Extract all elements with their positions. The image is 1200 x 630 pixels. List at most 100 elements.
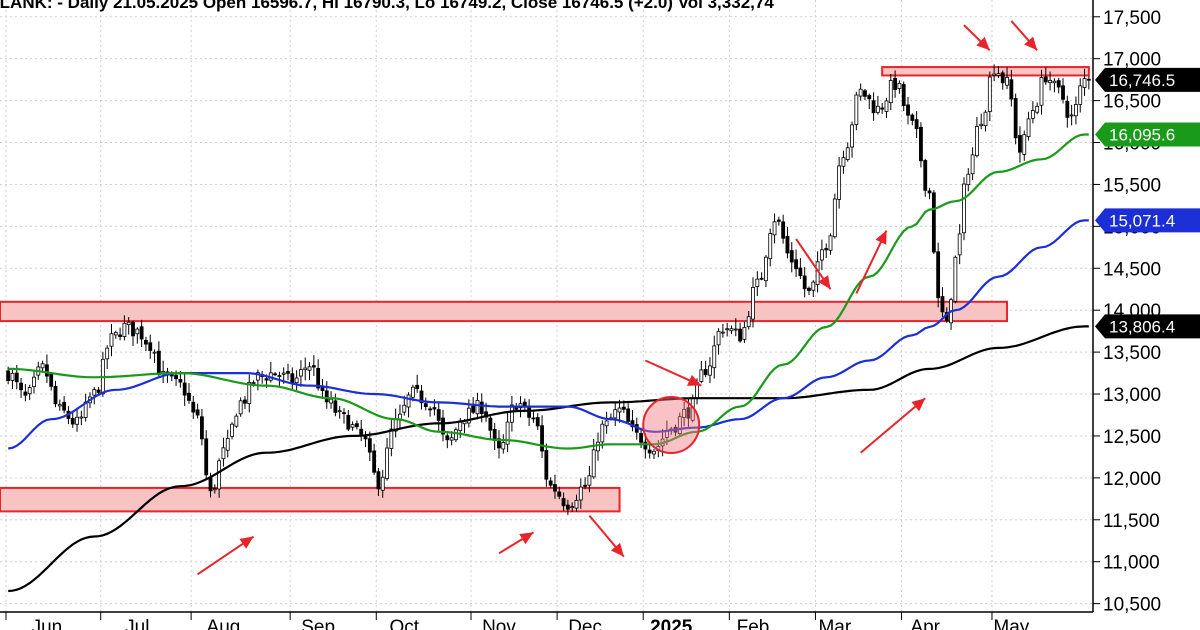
candle-body [449, 437, 454, 441]
candle-body [445, 435, 450, 441]
candle-body [436, 409, 441, 421]
x-tick-label: Nov [482, 617, 516, 630]
candle-body [488, 417, 493, 431]
candle-body [923, 160, 928, 191]
candle-body [1074, 104, 1078, 117]
candle-body [350, 424, 355, 428]
candle-body [979, 123, 984, 127]
candle-body [234, 415, 239, 427]
candle-body [217, 460, 222, 490]
candle-body [686, 407, 691, 419]
candle-body [776, 219, 781, 222]
candle-body [522, 401, 527, 406]
candle-body [354, 423, 359, 428]
candle-body [540, 425, 544, 452]
candle-body [1039, 77, 1044, 106]
arrow [795, 238, 832, 290]
arrow-head [818, 275, 831, 290]
candle-body [1061, 85, 1065, 100]
candle-body [931, 192, 936, 253]
y-tick-label: 12,500 [1103, 427, 1161, 448]
arrow-head [519, 532, 534, 545]
candle-body [738, 328, 743, 342]
candle-body [621, 406, 626, 410]
candle-body [191, 401, 196, 413]
candle-body [458, 421, 463, 431]
arrow-head [976, 36, 990, 51]
zone [0, 486, 621, 513]
candle-body [906, 104, 910, 116]
support-resistance-zones [0, 66, 1090, 513]
price-label-ma_medium: 15,071.4 [1095, 208, 1200, 233]
candle-body [789, 250, 794, 263]
candle-body [729, 328, 734, 332]
candle-body [27, 387, 32, 395]
candle-body [286, 371, 290, 374]
arrow-head [610, 542, 624, 557]
candle-body [871, 100, 876, 114]
x-tick-label: Dec [568, 617, 602, 630]
candle-body [880, 107, 885, 110]
candle-body [311, 365, 316, 368]
candle-body [768, 233, 773, 260]
candle-body [910, 114, 915, 121]
candle-body [764, 256, 768, 282]
x-tick-label: May [993, 617, 1029, 630]
candle-body [591, 449, 596, 478]
candle-body [802, 275, 807, 290]
candle-body [600, 423, 605, 443]
candle-body [156, 350, 161, 375]
chart-header: NYS LANK: - Daily 21.05.2025 Open 16596.… [0, 0, 774, 12]
candle-body [255, 372, 260, 381]
candle-body [199, 416, 204, 440]
candle-body [92, 389, 97, 396]
candle-body [1018, 135, 1022, 153]
candle-body [953, 256, 958, 302]
candle-body [62, 402, 67, 411]
candle-body [596, 441, 600, 452]
candle-body [432, 407, 437, 410]
x-tick-label: Feb [737, 617, 770, 630]
candle-body [785, 235, 790, 254]
candle-body [914, 119, 919, 130]
y-tick-label: 12,000 [1103, 469, 1161, 490]
candle-body [574, 499, 579, 509]
candle-body [1065, 100, 1070, 118]
price-label-ma_long: 13,806.4 [1095, 314, 1200, 339]
candle-body [1056, 80, 1061, 88]
candle-body [837, 165, 842, 200]
candle-body [303, 367, 308, 371]
arrow-head [1024, 36, 1038, 51]
arrow-head [875, 230, 887, 245]
x-tick-label: Jul [125, 617, 149, 630]
candle-body [230, 423, 234, 437]
candle-body [238, 400, 243, 415]
candle-body [561, 498, 566, 507]
candle-body [824, 248, 829, 251]
candle-body [613, 409, 618, 419]
candle-body [677, 416, 682, 435]
moving-averages [8, 133, 1089, 593]
candle-body [212, 488, 217, 491]
arrow [1010, 20, 1038, 51]
candle-body [415, 384, 420, 390]
candle-body [122, 322, 127, 337]
candle-body [781, 221, 786, 239]
candle-body [389, 428, 394, 449]
candle-body [617, 407, 622, 413]
candle-body [454, 429, 458, 441]
candle-body [148, 342, 153, 351]
candle-body [565, 504, 570, 510]
candle-body [699, 369, 704, 382]
candle-body [875, 105, 880, 113]
candle-body [509, 404, 514, 423]
candle-body [329, 398, 333, 404]
candle-body [23, 391, 28, 396]
candle-body [841, 157, 846, 167]
candle-body [884, 100, 889, 112]
candle-body [639, 433, 643, 443]
candle-body [531, 417, 536, 420]
y-tick-label: 14,500 [1103, 259, 1161, 280]
candle-body [1013, 98, 1018, 139]
candle-body [996, 73, 1001, 76]
